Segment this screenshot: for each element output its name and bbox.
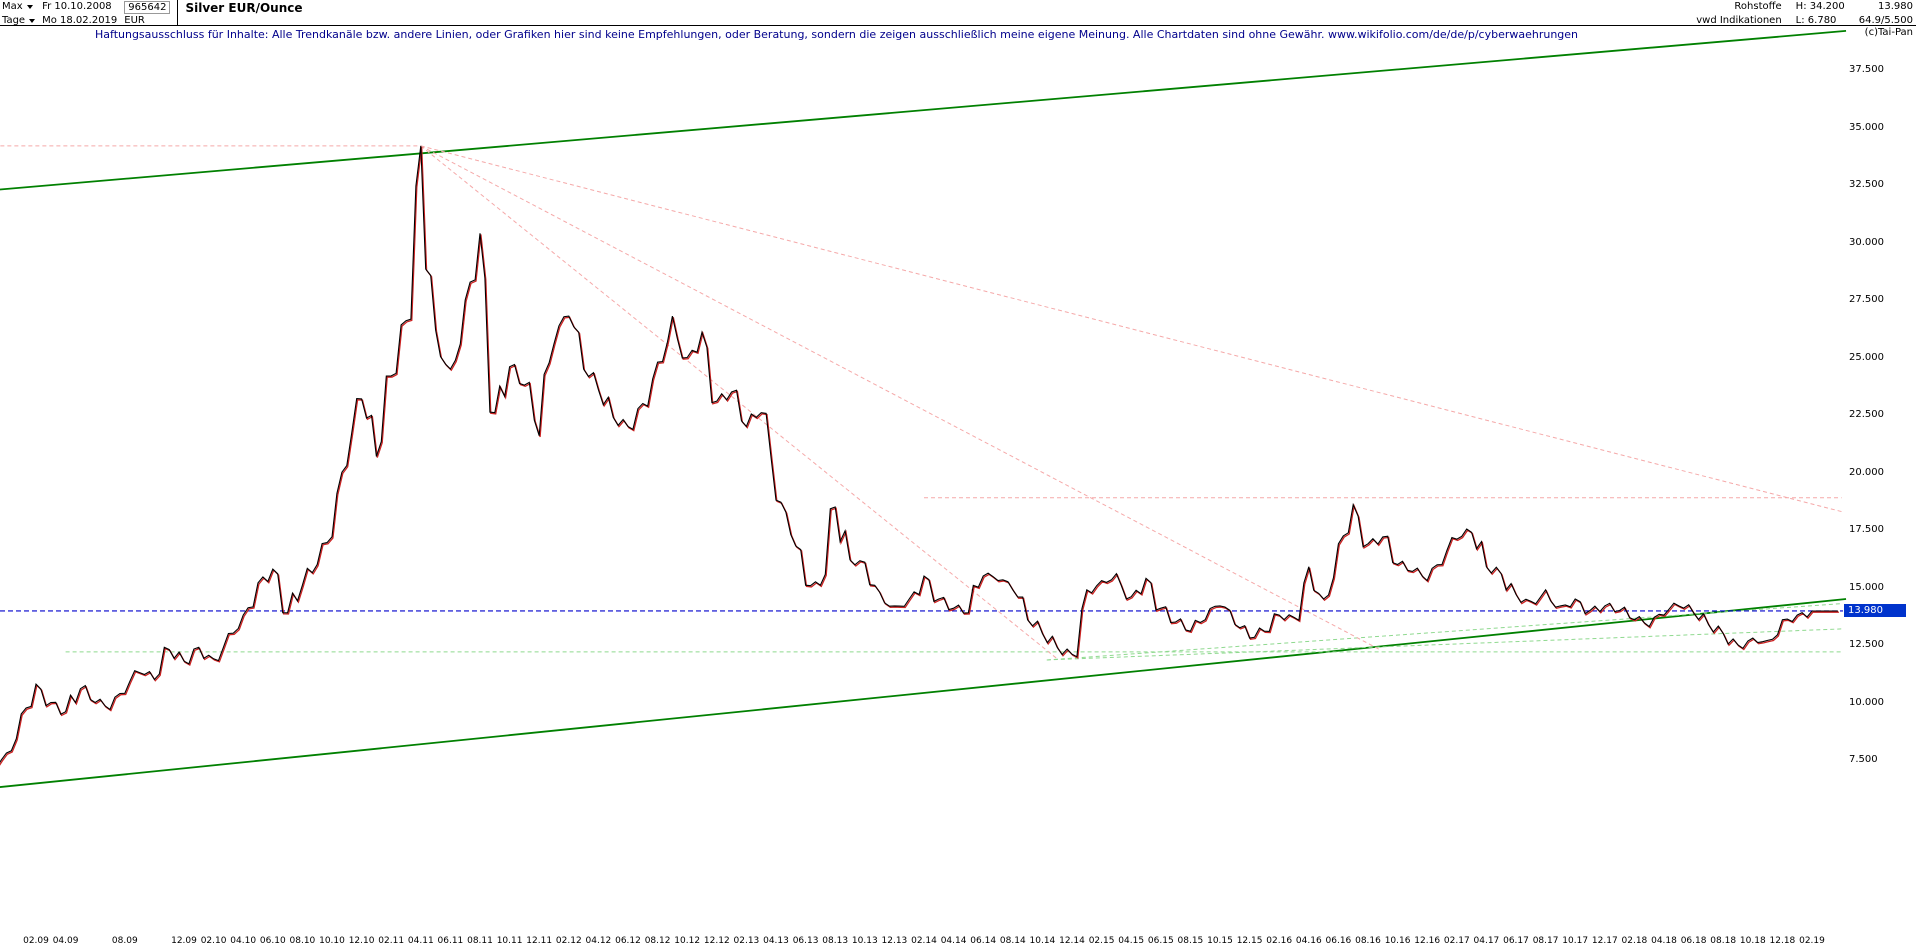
toolbar-right: Rohstoffe vwd Indikationen H: 34.200 L: … — [1696, 0, 1913, 27]
high-value-label: H: 34.200 — [1795, 1, 1845, 12]
period-dropdown[interactable]: Tage — [2, 15, 36, 26]
current-price-tag: 13.980 — [1844, 603, 1906, 617]
copyright-label: (c)Tai-Pan — [1864, 27, 1913, 38]
divider — [177, 0, 179, 25]
last-price-label: 13.980 — [1878, 1, 1913, 12]
chevron-down-icon — [29, 18, 36, 23]
category-label: Rohstoffe — [1734, 1, 1782, 12]
date-to-field[interactable]: Mo 18.02.2019 — [42, 15, 118, 26]
price-series-down-shadow — [0, 147, 1839, 766]
security-id-field[interactable]: 965642 — [124, 1, 171, 14]
toolbar-left: Max Tage Fr 10.10.2008 Mo 18.02.2019 965… — [2, 0, 303, 26]
date-from-field[interactable]: Fr 10.10.2008 — [42, 1, 112, 12]
chevron-down-icon — [26, 4, 33, 9]
stat-label: 64.9/5.500 — [1858, 15, 1913, 26]
range-dropdown-label: Max — [2, 1, 23, 12]
source-label: vwd Indikationen — [1696, 15, 1782, 26]
upper-channel-line — [0, 30, 1847, 191]
range-dropdown[interactable]: Max — [2, 1, 35, 12]
low-value-label: L: 6.780 — [1795, 15, 1837, 26]
lower-channel-line — [0, 598, 1847, 788]
downtrend-fan-2 — [420, 145, 1381, 651]
chart-title: Silver EUR/Ounce — [185, 1, 303, 15]
disclaimer-text: Haftungsausschluss für Inhalte: Alle Tre… — [95, 28, 1579, 41]
toolbar: Max Tage Fr 10.10.2008 Mo 18.02.2019 965… — [0, 0, 1916, 26]
support-fan-lower — [1046, 628, 1842, 661]
period-dropdown-label: Tage — [2, 15, 26, 26]
currency-label: EUR — [124, 15, 145, 26]
downtrend-fan-1 — [420, 145, 1842, 513]
price-series — [0, 145, 1838, 763]
